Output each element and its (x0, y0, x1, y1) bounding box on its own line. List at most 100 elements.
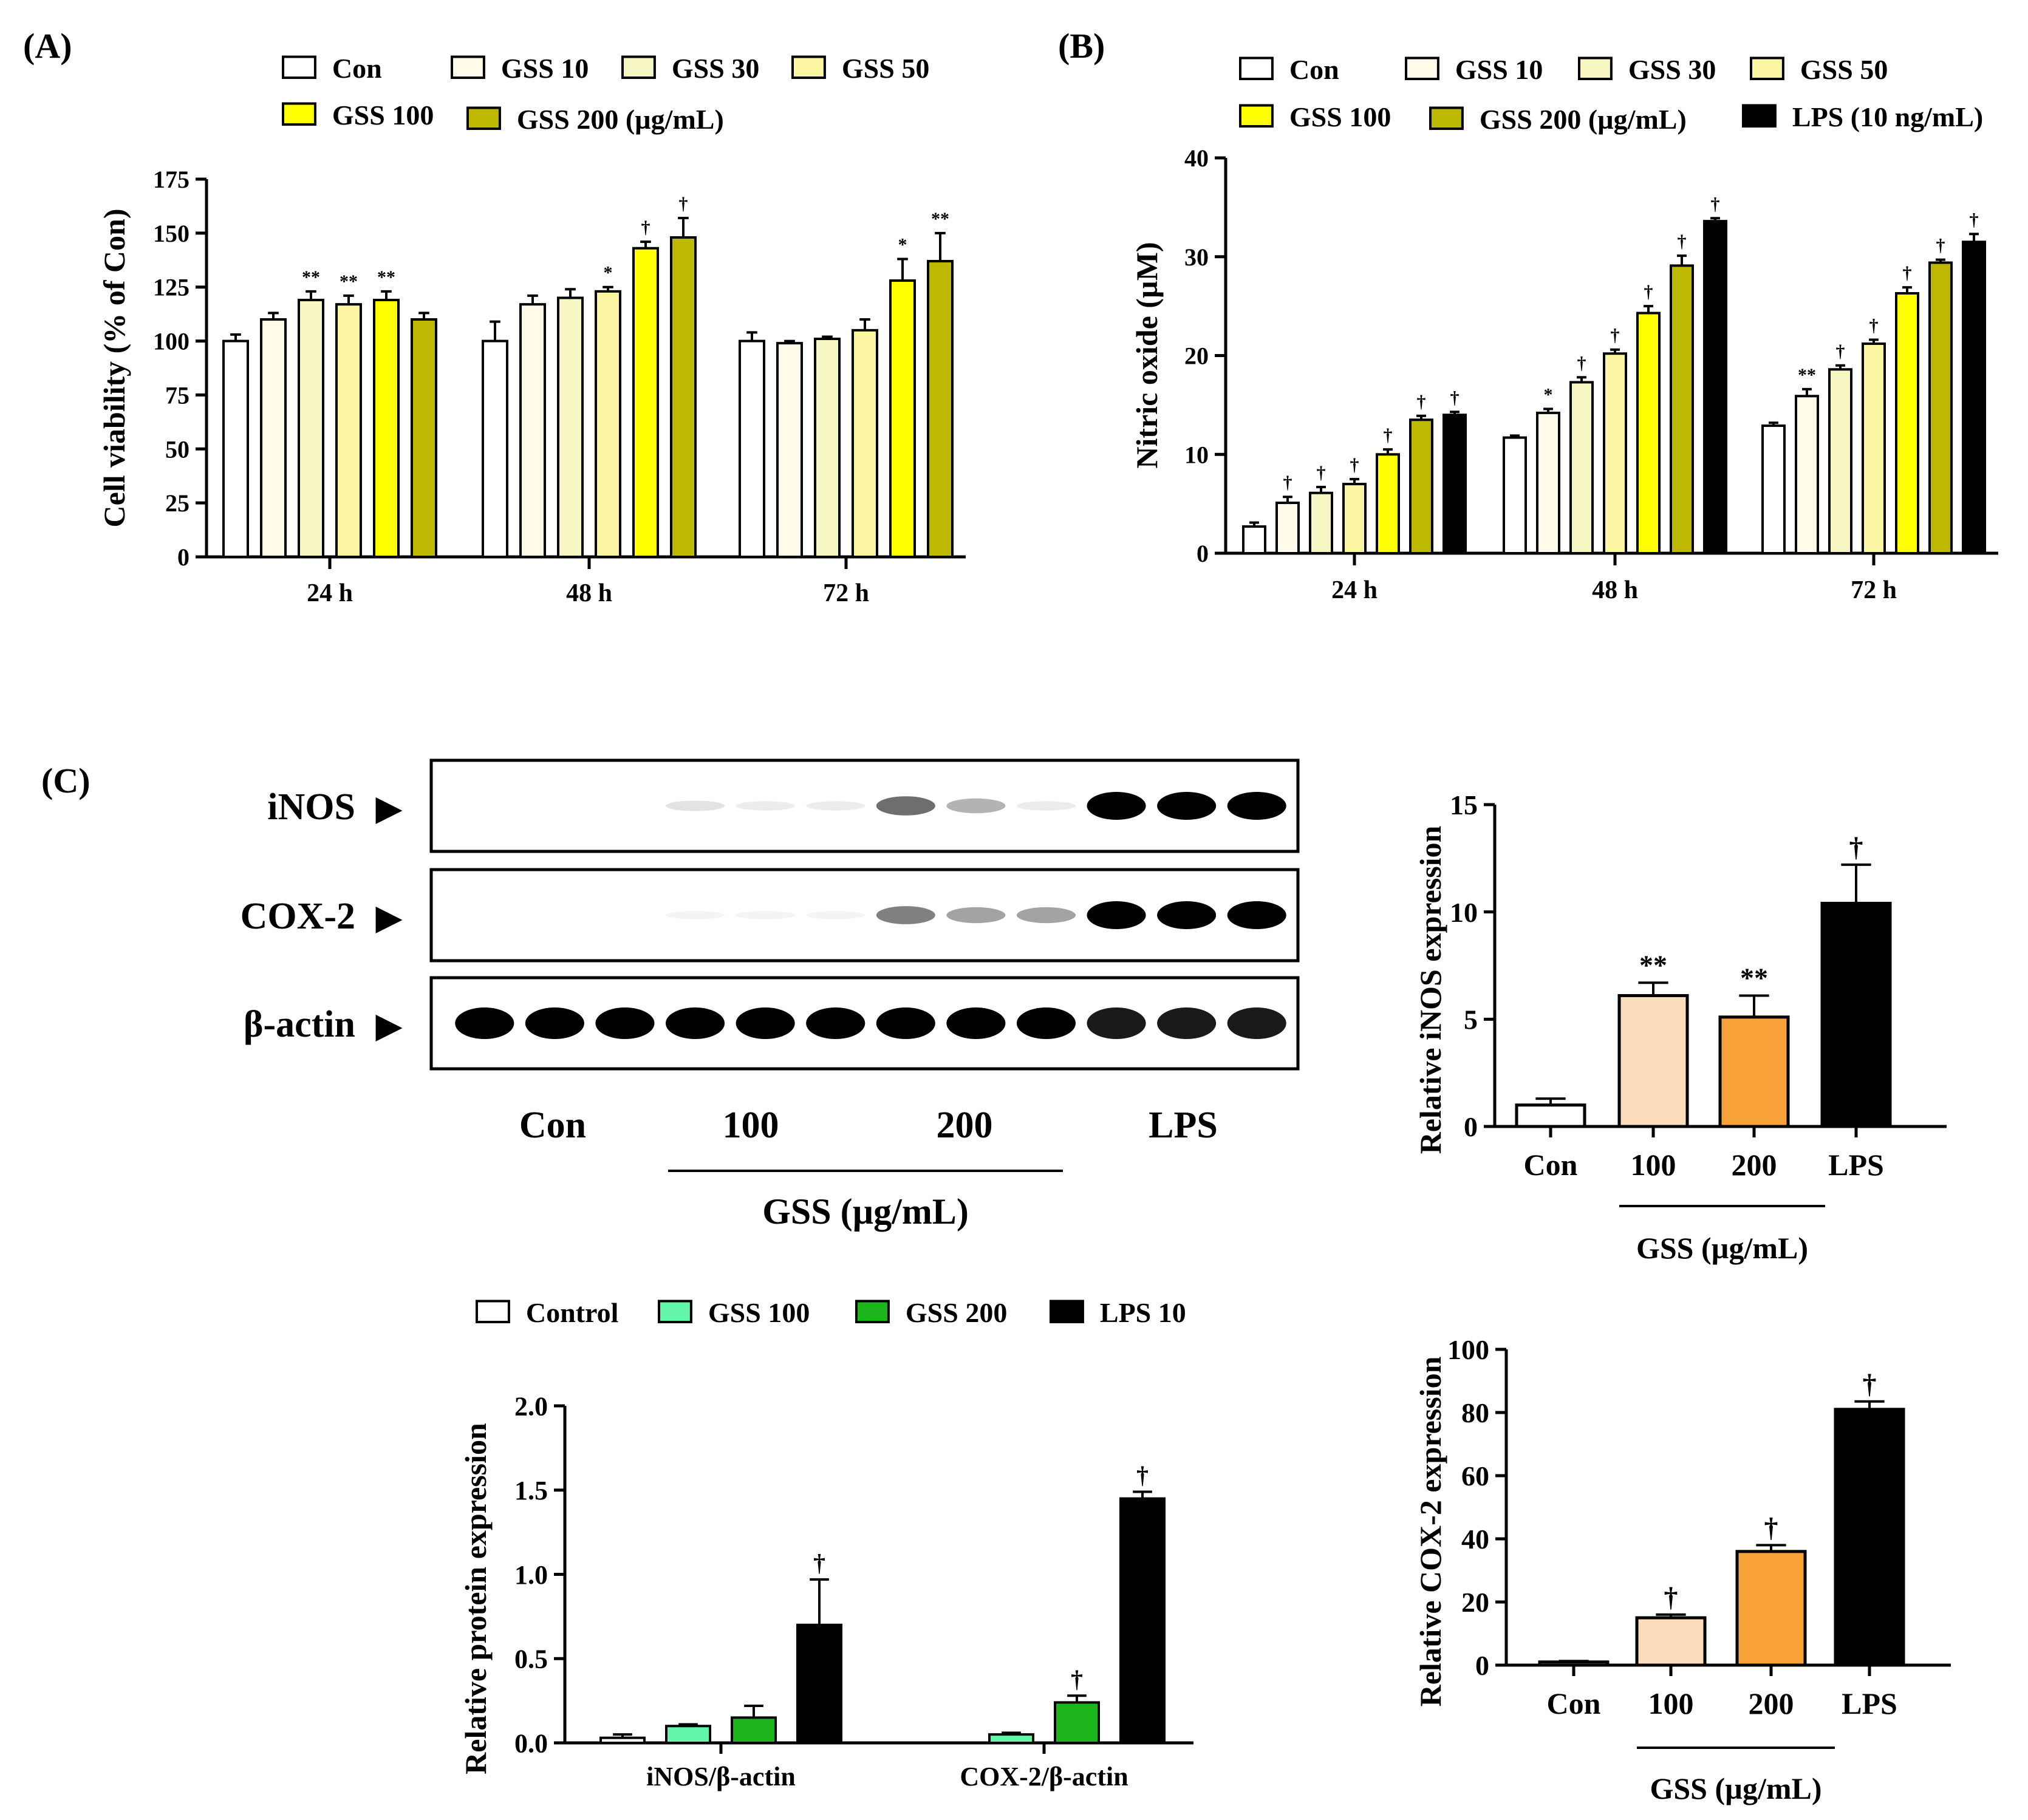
legend-swatch (1239, 104, 1274, 128)
bar (1735, 1550, 1807, 1667)
legend-label: GSS 200 (906, 1297, 1007, 1328)
blot-band (1087, 792, 1146, 820)
blot-row-label: iNOS (267, 786, 355, 828)
legend-label: GSS 10 (1455, 54, 1543, 85)
bar (1718, 1015, 1790, 1128)
y-tick-label: 60 (1461, 1460, 1489, 1491)
bar (1828, 368, 1852, 554)
bar (411, 318, 437, 558)
legend-swatch (1750, 56, 1784, 80)
blot-band (1157, 792, 1217, 820)
blot-band (806, 801, 865, 811)
gss-group-label: GSS (µg/mL) (1650, 1771, 1821, 1805)
x-tick-label: iNOS/β-actin (646, 1762, 796, 1791)
bar (1309, 491, 1333, 554)
blot-arrow: ▶ (375, 1007, 403, 1044)
y-tick-label: 1.0 (514, 1560, 548, 1590)
blot-lane-label: Con (519, 1105, 586, 1146)
blot-band (525, 1007, 584, 1039)
significance-mark: ** (1639, 949, 1667, 980)
blot-lane-label: LPS (1149, 1105, 1218, 1146)
significance-mark: * (1544, 384, 1553, 404)
y-tick-label: 1.5 (514, 1476, 548, 1505)
legend-swatch (451, 55, 485, 79)
y-tick-label: 0 (1197, 540, 1209, 567)
significance-mark: † (1678, 231, 1687, 251)
blot-band (946, 1007, 1006, 1039)
significance-mark: † (1577, 353, 1586, 373)
x-tick-label: 24 h (1331, 576, 1378, 604)
x-tick-label: 100 (1631, 1148, 1676, 1182)
blot-band (455, 1007, 514, 1039)
bar (1342, 483, 1367, 555)
significance-mark: † (1936, 236, 1945, 256)
bar (519, 303, 546, 558)
blot-band (946, 798, 1006, 814)
blot-band (876, 906, 935, 924)
significance-mark: † (1903, 263, 1912, 283)
bar (335, 303, 362, 558)
legend-swatch (282, 55, 316, 79)
bar (796, 1623, 842, 1744)
y-tick-label: 100 (1447, 1334, 1489, 1365)
y-tick-label: 50 (165, 435, 189, 463)
legend-label: Con (1289, 54, 1339, 85)
bar (1538, 1660, 1610, 1667)
bar (1962, 240, 1986, 554)
bar (1862, 342, 1886, 554)
legend-label: GSS 200 (µg/mL) (1480, 104, 1687, 135)
bar (373, 299, 400, 558)
bar (1242, 525, 1266, 554)
significance-mark: * (604, 263, 613, 283)
significance-mark: † (1136, 1462, 1149, 1489)
bar (1928, 261, 1953, 554)
bar (1636, 312, 1661, 555)
significance-mark: † (1849, 831, 1863, 862)
y-tick-label: 150 (153, 220, 189, 247)
y-axis-title: Relative protein expression (459, 1423, 493, 1774)
blot-band (1157, 901, 1217, 929)
panel-c-western-blot: (C) iNOS ▶ COX-2 ▶ β-actin ▶ Con 100 200 LPS GSS (µ… (41, 758, 1300, 1232)
legend-swatch (476, 1300, 510, 1323)
significance-mark: ** (377, 267, 395, 287)
bar (1569, 381, 1594, 554)
y-tick-label: 25 (165, 489, 189, 517)
bar (1054, 1701, 1100, 1744)
gss-group-label: GSS (µg/mL) (762, 1191, 969, 1232)
bar (665, 1725, 711, 1744)
bar (1409, 418, 1433, 554)
significance-mark: † (641, 217, 650, 237)
significance-mark: † (1350, 455, 1359, 475)
y-tick-label: 2.0 (514, 1391, 548, 1421)
legend-label: GSS 100 (1289, 101, 1391, 132)
significance-mark: † (1283, 472, 1292, 492)
legend-label: GSS 30 (672, 53, 759, 84)
x-tick-label: 24 h (307, 579, 353, 607)
significance-mark: * (898, 235, 907, 255)
legend-label: LPS 10 (1100, 1297, 1186, 1328)
significance-mark: † (1417, 392, 1426, 412)
bar (1503, 436, 1527, 555)
bar (889, 279, 916, 558)
bar (739, 339, 765, 558)
significance-mark: ** (1798, 365, 1816, 385)
blot-band (736, 911, 795, 919)
blot-band (1016, 1007, 1076, 1039)
bar (1834, 1408, 1905, 1667)
gss-group-label: GSS (µg/mL) (1636, 1231, 1808, 1265)
panel-label-b: (B) (1058, 26, 1105, 66)
bar (1761, 424, 1786, 554)
bar (1895, 291, 1919, 554)
y-tick-label: 0.5 (514, 1644, 548, 1674)
blot-band (665, 800, 725, 811)
bar (731, 1716, 777, 1744)
bar (1442, 414, 1467, 555)
legend-label: Control (526, 1297, 619, 1328)
significance-mark: † (1384, 425, 1393, 445)
x-tick-label: 200 (1732, 1148, 1777, 1182)
blot-band (665, 911, 725, 919)
x-tick-label: 100 (1648, 1686, 1694, 1720)
